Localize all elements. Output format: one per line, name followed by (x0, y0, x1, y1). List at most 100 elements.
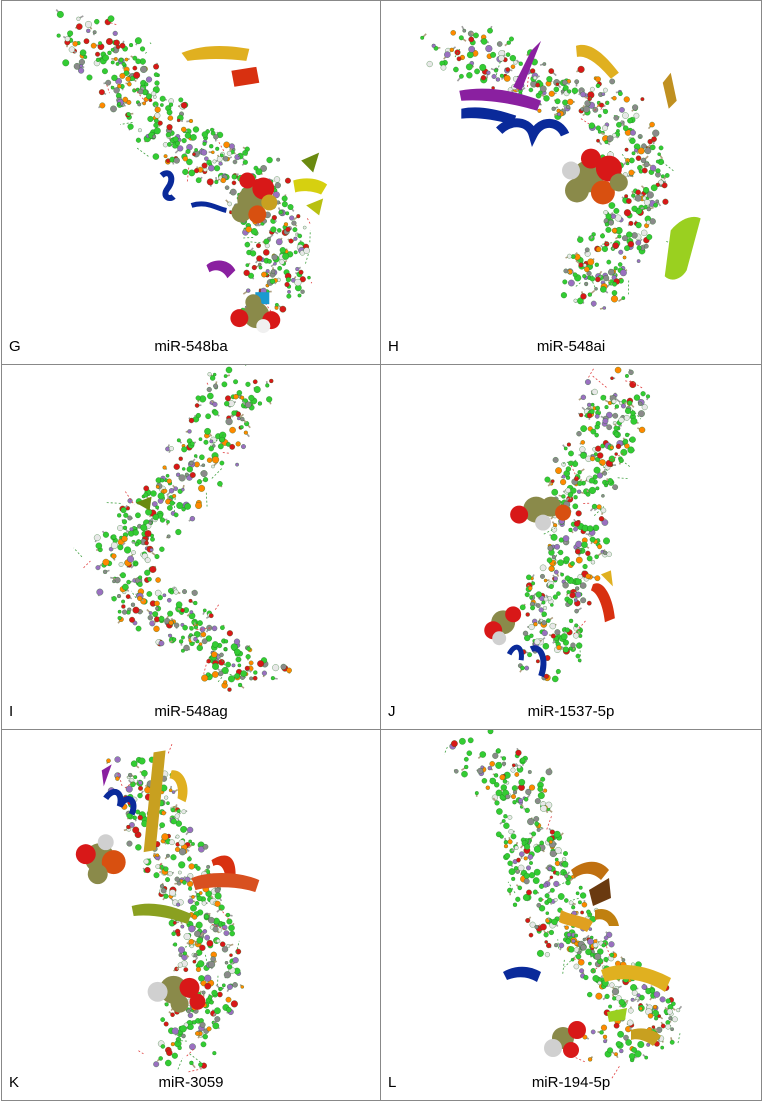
atom-ball (560, 572, 564, 577)
atom-cloud (73, 365, 292, 692)
atom-ball (261, 670, 267, 676)
ligand-spheres-2 (147, 975, 206, 1013)
panel-i: I miR-548ag (2, 365, 381, 730)
atom-ball (577, 574, 583, 580)
atom-ball (575, 548, 581, 555)
atom-ball (577, 236, 584, 243)
atom-ball (568, 646, 573, 651)
atom-ball (126, 824, 131, 830)
hbond-line (106, 84, 110, 94)
atom-ball (188, 169, 196, 177)
atom-ball (631, 232, 638, 239)
atom-ball (202, 929, 208, 934)
atom-ball (250, 250, 257, 257)
atom-ball (113, 39, 120, 46)
hbond-line (204, 954, 208, 966)
atom-ball (110, 85, 115, 90)
atom-ball (525, 788, 532, 795)
atom-ball (553, 576, 558, 581)
atom-ball (571, 905, 576, 910)
atom-ball (56, 11, 64, 18)
atom-ball (202, 844, 209, 850)
atom-ball (243, 430, 248, 435)
atom-ball (206, 1026, 212, 1032)
atom-ball (517, 764, 522, 769)
atom-ball (214, 887, 221, 894)
atom-ball (223, 141, 230, 149)
atom-ball (193, 637, 198, 642)
atom-ball (192, 152, 196, 157)
atom-ball (138, 757, 146, 765)
atom-ball (191, 589, 198, 596)
atom-ball (504, 853, 511, 859)
atom-ball (606, 424, 613, 431)
atom-ball (546, 557, 553, 563)
atom-ball (119, 42, 126, 49)
atom-ball (598, 516, 605, 522)
atom-ball (670, 1027, 674, 1032)
atom-ball (646, 234, 653, 240)
atom-cloud (106, 742, 245, 1073)
atom-ball (205, 413, 211, 420)
atom-ball (553, 898, 558, 902)
atom-ball (162, 465, 167, 470)
atom-ball (641, 404, 648, 411)
atom-ball (568, 946, 575, 953)
atom-ball (587, 292, 592, 297)
atom-ball (597, 980, 602, 986)
hbond-line (495, 60, 502, 76)
hbond-line (184, 943, 200, 948)
atom-ball (110, 60, 115, 65)
atom-ball (193, 625, 199, 630)
atom-ball (506, 40, 511, 45)
atom-ball (180, 608, 185, 613)
atom-ball (615, 443, 622, 450)
atom-ball (231, 174, 237, 180)
atom-ball (182, 168, 189, 175)
hbond-line (209, 923, 225, 930)
atom-ball (565, 938, 571, 945)
atom-ball (552, 456, 559, 463)
atom-ball (223, 374, 228, 378)
ribbon-red (590, 570, 615, 623)
atom-ball (127, 555, 135, 563)
atom-ball (219, 153, 224, 158)
atom-ball (220, 177, 227, 184)
atom-ball (528, 623, 535, 631)
atom-ball (611, 988, 620, 996)
atom-ball (621, 958, 626, 962)
atom-ball (464, 764, 469, 770)
atom-ball (494, 782, 500, 788)
atom-ball (576, 489, 582, 494)
atom-ball (197, 960, 205, 968)
atom-cloud (420, 25, 674, 310)
atom-ball (205, 635, 212, 642)
panel-caption: miR-1537-5p (527, 703, 615, 720)
atom-ball (137, 581, 143, 588)
atom-ball (589, 276, 596, 282)
atom-ball (198, 437, 203, 442)
atom-ball (155, 577, 161, 583)
atom-ball (175, 1037, 182, 1043)
atom-ball (153, 1061, 160, 1068)
atom-ball (547, 545, 554, 552)
atom-ball (209, 144, 214, 149)
hbond-line (244, 365, 247, 366)
atom-ball (613, 431, 620, 437)
atom-ball (557, 559, 564, 566)
hbond-line (144, 51, 148, 54)
atom-ball (214, 1016, 221, 1023)
atom-ball (178, 474, 186, 482)
atom-ball (175, 601, 183, 608)
atom-ball (602, 471, 608, 476)
atom-ball (613, 266, 618, 271)
atom-ball (567, 89, 572, 94)
hbond-line (203, 660, 208, 674)
ribbon-purple (459, 40, 542, 111)
atom-ball (112, 579, 116, 584)
atom-ball (307, 275, 311, 280)
atom-ball (170, 854, 177, 861)
atom-ball (618, 417, 625, 423)
atom-ball (175, 834, 180, 839)
atom-ball (83, 38, 90, 45)
